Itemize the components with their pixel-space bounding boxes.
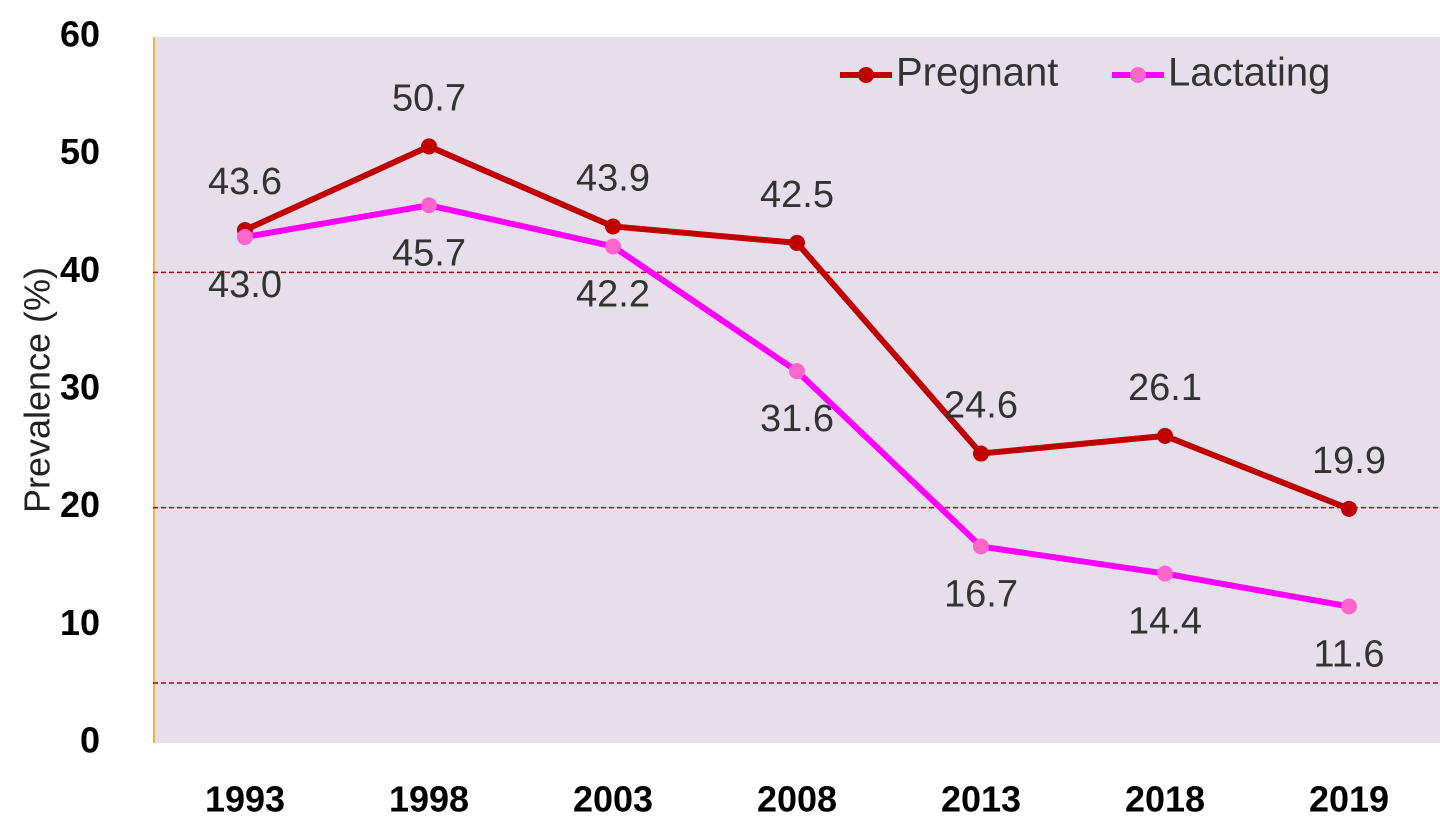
data-label: 45.7 xyxy=(392,232,466,274)
marker xyxy=(421,197,437,214)
marker xyxy=(421,138,437,155)
data-label: 19.9 xyxy=(1312,440,1386,482)
x-tick-label: 2013 xyxy=(941,779,1021,820)
data-label: 11.6 xyxy=(1313,634,1384,676)
data-label: 31.6 xyxy=(760,398,834,440)
marker xyxy=(973,538,989,555)
x-tick-label: 2003 xyxy=(573,779,653,820)
marker xyxy=(605,218,621,235)
data-label: 42.5 xyxy=(760,174,834,216)
x-tick-label: 1998 xyxy=(389,779,469,820)
legend-label: Lactating xyxy=(1168,51,1330,95)
x-tick-label: 1993 xyxy=(205,779,285,820)
data-label: 26.1 xyxy=(1128,367,1202,409)
data-label: 43.0 xyxy=(208,264,282,306)
x-tick-label: 2018 xyxy=(1125,779,1205,820)
legend-label: Pregnant xyxy=(896,51,1058,95)
data-label: 50.7 xyxy=(392,77,466,119)
marker xyxy=(1341,598,1357,615)
marker xyxy=(789,234,805,251)
legend-marker xyxy=(1130,67,1146,83)
marker xyxy=(1157,427,1173,444)
data-label: 14.4 xyxy=(1128,601,1202,643)
y-axis-label: Prevalence (%) xyxy=(17,267,58,513)
data-label: 43.9 xyxy=(576,157,650,199)
x-tick-label: 2019 xyxy=(1309,779,1389,820)
data-label: 16.7 xyxy=(944,574,1018,616)
marker xyxy=(605,238,621,255)
y-tick-label: 0 xyxy=(80,720,100,761)
marker xyxy=(1341,500,1357,517)
y-tick-label: 60 xyxy=(60,14,100,55)
data-label: 24.6 xyxy=(944,385,1018,427)
y-tick-label: 20 xyxy=(60,484,100,525)
marker xyxy=(973,445,989,462)
marker xyxy=(789,363,805,380)
marker xyxy=(237,229,253,246)
marker xyxy=(1157,565,1173,582)
legend-marker xyxy=(858,67,874,83)
y-tick-label: 50 xyxy=(60,131,100,172)
y-tick-label: 10 xyxy=(60,602,100,643)
plot-area xyxy=(153,37,1440,743)
data-label: 42.2 xyxy=(576,273,650,315)
data-label: 43.6 xyxy=(208,161,282,203)
y-tick-label: 30 xyxy=(60,367,100,408)
y-tick-label: 40 xyxy=(60,249,100,290)
x-tick-label: 2008 xyxy=(757,779,837,820)
